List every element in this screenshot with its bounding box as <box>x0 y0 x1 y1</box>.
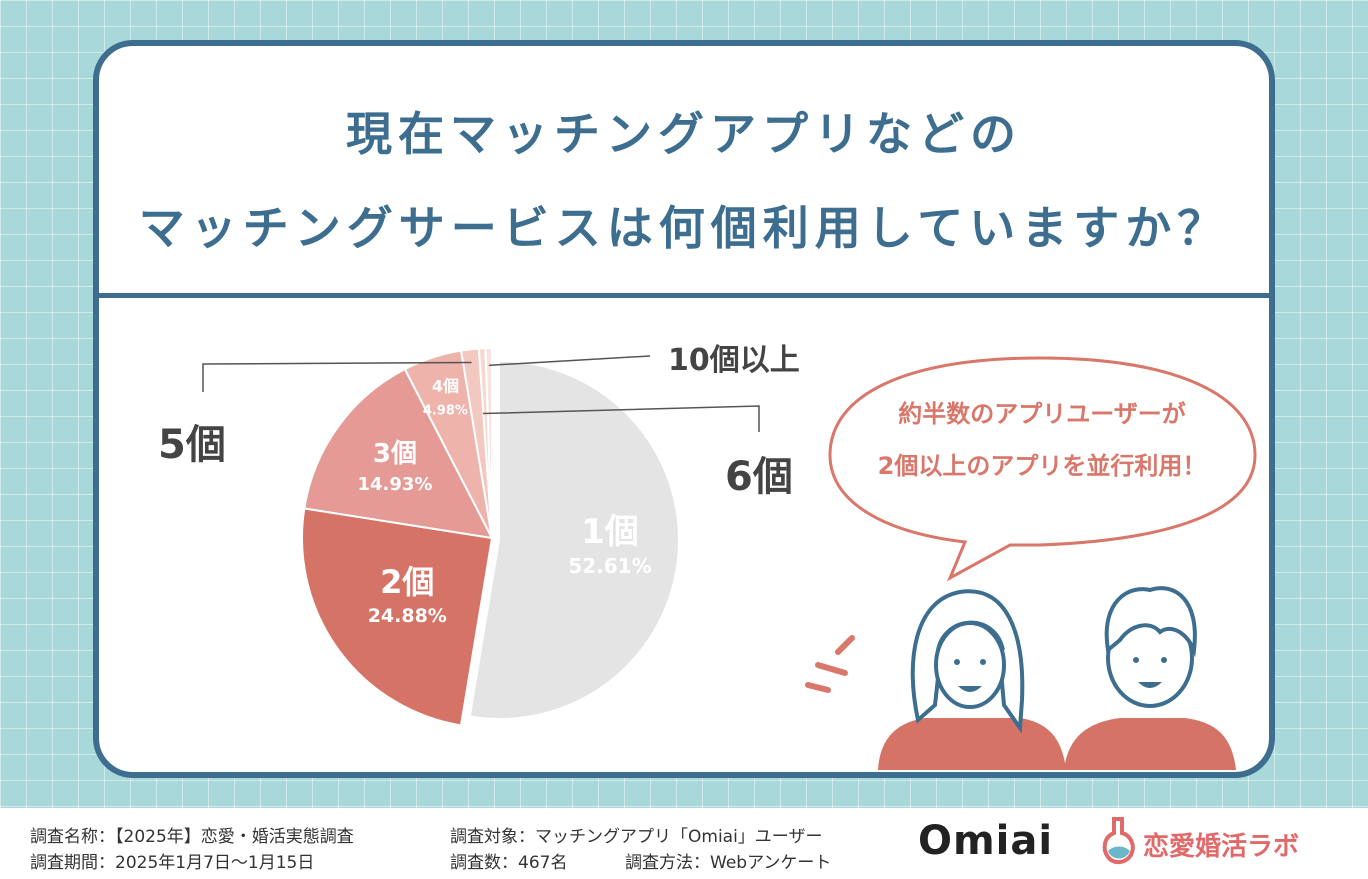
slice-label-4: 4個 <box>432 376 459 395</box>
man-illustration <box>1064 586 1236 770</box>
pie-slice-2 <box>301 507 494 727</box>
pie-rim <box>296 342 493 732</box>
callout-5: 5個 <box>158 422 226 468</box>
leader-5 <box>202 361 472 392</box>
title-divider <box>99 293 1269 298</box>
emphasis-marks <box>805 635 855 693</box>
leader-6 <box>482 405 760 432</box>
pie-slice-1 <box>470 362 679 719</box>
chart-title-line1: 現在マッチングアプリなどの <box>346 107 1022 161</box>
slice-value-1: 52.61% <box>568 554 651 578</box>
slice-label-1: 1個 <box>581 512 639 552</box>
survey-count: 調査数：467名 <box>450 853 568 873</box>
slice-label-2: 2個 <box>380 563 434 601</box>
chart-title-line2: マッチングサービスは何個利用していますか？ <box>138 201 1230 255</box>
survey-target: 調査対象：マッチングアプリ「Omiai」ユーザー <box>450 827 823 847</box>
leader-10-plus <box>488 355 651 367</box>
callout-6: 6個 <box>725 454 793 500</box>
flask-icon <box>1102 817 1135 864</box>
slice-value-4: 4.98% <box>423 403 468 418</box>
survey-method: 調査方法：Webアンケート <box>625 853 832 873</box>
omiai-logo: Omiai <box>918 818 1054 864</box>
woman-illustration <box>878 589 1066 770</box>
speech-bubble: 約半数のアプリユーザーが 2個以上のアプリを並行利用！ <box>828 356 1257 582</box>
slice-value-3: 14.93% <box>357 474 432 495</box>
callout-10-plus: 10個以上 <box>668 343 800 378</box>
survey-name: 調査名称：【2025年】恋愛・婚活実態調査 <box>30 827 354 847</box>
pie-slice-3 <box>303 367 494 540</box>
bubble-line1: 約半数のアプリユーザーが <box>898 400 1186 428</box>
footer-bar <box>0 808 1368 879</box>
labo-logo: 恋愛婚活ラボ <box>1143 832 1300 862</box>
bubble-line2: 2個以上のアプリを並行利用！ <box>878 452 1207 480</box>
survey-period: 調査期間：2025年1月7日〜1月15日 <box>30 853 315 873</box>
slice-value-2: 24.88% <box>368 605 447 627</box>
slice-label-3: 3個 <box>373 439 417 469</box>
